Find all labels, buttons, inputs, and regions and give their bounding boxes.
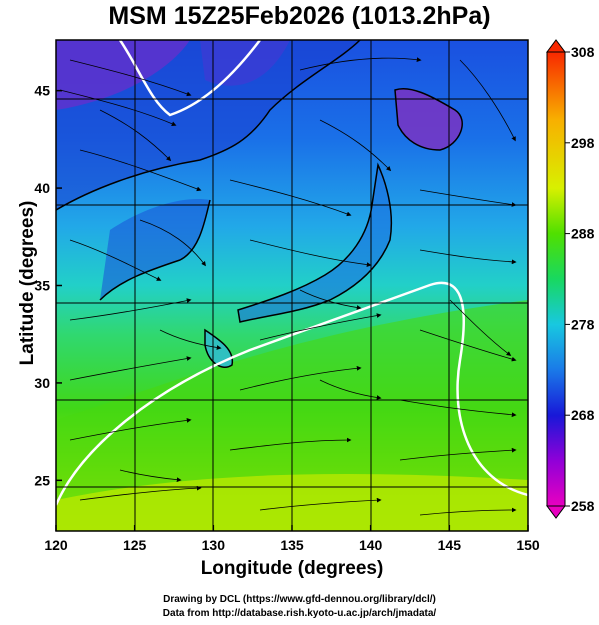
grid — [56, 40, 528, 531]
colorbar-min-arrow — [546, 505, 566, 519]
colorbar-tick-label: 288 — [571, 226, 595, 242]
credit-data: Data from http://database.rish.kyoto-u.a… — [162, 608, 437, 619]
x-axis-ticks: 120 125 130 135 140 145 150 — [44, 525, 540, 553]
x-tick-label: 120 — [44, 537, 68, 553]
credit-drawing: Drawing by DCL (https://www.gfd-dennou.o… — [163, 594, 436, 605]
colorbar-max-arrow — [546, 39, 566, 53]
colorbar-tick-label: 258 — [571, 498, 595, 514]
x-tick-label: 140 — [359, 537, 383, 553]
colorbar-tick-label: 308 — [571, 44, 595, 60]
streamlines — [59, 57, 517, 516]
x-tick-label: 130 — [202, 537, 226, 553]
map-area — [56, 40, 528, 531]
colorbar: 258 268 278 288 298 308 — [546, 39, 595, 519]
y-tick-label: 30 — [34, 375, 50, 391]
x-tick-label: 125 — [123, 537, 147, 553]
colorbar-tick-label: 268 — [571, 407, 595, 423]
y-tick-label: 45 — [34, 83, 50, 99]
y-axis-ticks: 25 30 35 40 45 — [34, 83, 62, 488]
y-tick-label: 35 — [34, 278, 50, 294]
chart-title: MSM 15Z25Feb2026 (1013.2hPa) — [108, 2, 491, 30]
x-axis-title: Longitude (degrees) — [200, 558, 384, 579]
y-tick-label: 25 — [34, 472, 50, 488]
x-tick-label: 150 — [516, 537, 540, 553]
y-tick-label: 40 — [34, 180, 50, 196]
colorbar-tick-label: 278 — [571, 316, 595, 332]
y-axis-title: Latitude (degrees) — [17, 200, 38, 366]
x-tick-label: 135 — [280, 537, 304, 553]
x-tick-label: 145 — [438, 537, 462, 553]
colorbar-tick-label: 298 — [571, 135, 595, 151]
